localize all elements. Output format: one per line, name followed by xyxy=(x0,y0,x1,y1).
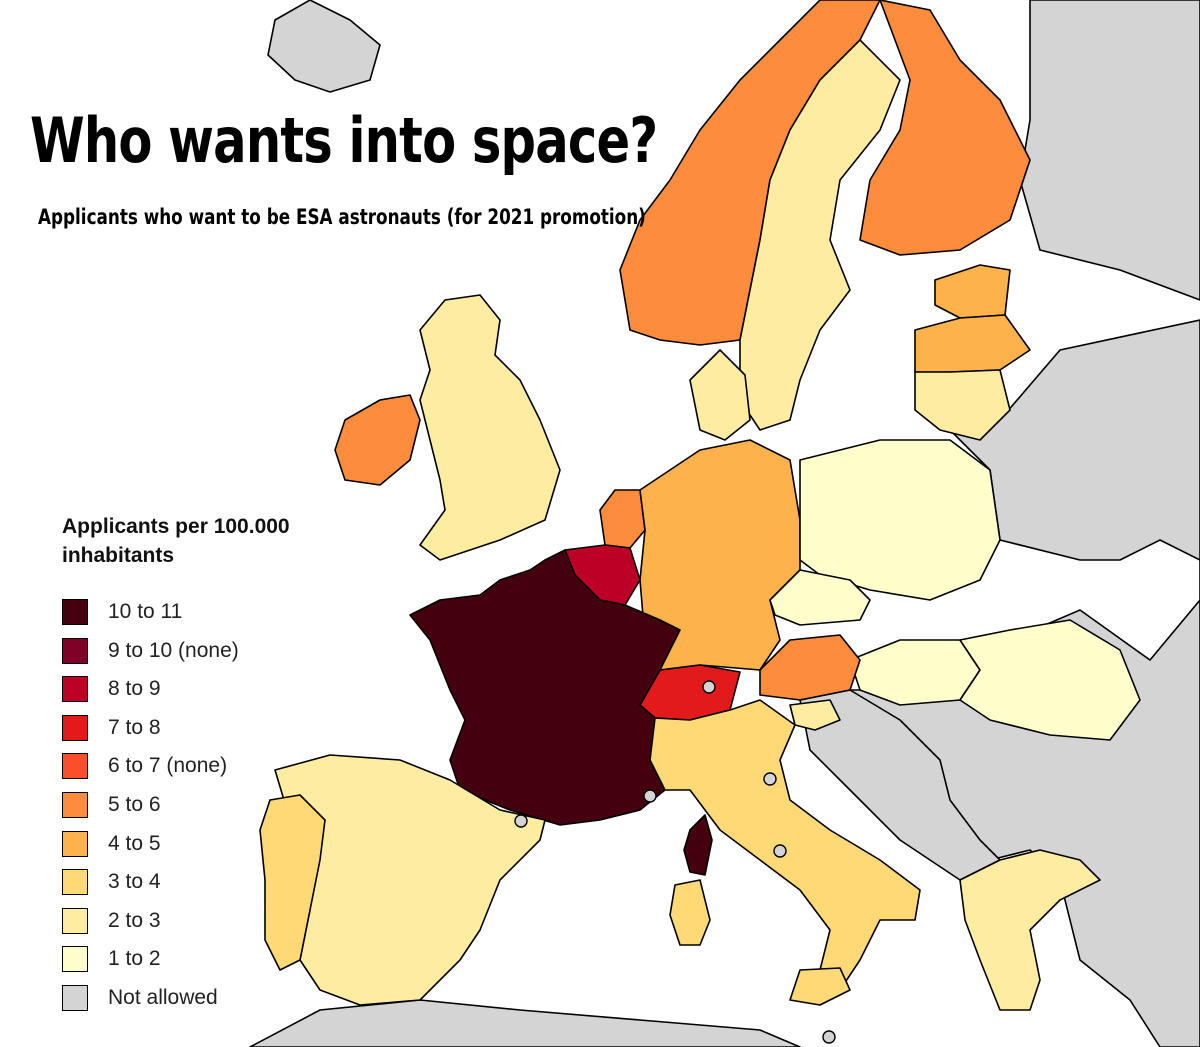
legend-item: 6 to 7 (none) xyxy=(62,753,239,793)
region-iceland xyxy=(267,0,381,93)
region-sardinia xyxy=(669,879,711,946)
region-latvia xyxy=(914,314,1031,373)
legend-label: 1 to 2 xyxy=(108,947,161,971)
legend-label: 3 to 4 xyxy=(108,870,161,894)
legend-label: 2 to 3 xyxy=(108,908,161,932)
legend-title: Applicants per 100.000 inhabitants xyxy=(62,515,290,567)
marker-malta xyxy=(822,1030,836,1044)
region-austria xyxy=(759,634,861,701)
legend-swatch xyxy=(62,946,88,973)
region-ireland xyxy=(334,394,421,486)
legend-item: 2 to 3 xyxy=(62,907,239,948)
legend-swatch xyxy=(62,984,88,1011)
region-corsica xyxy=(683,814,713,876)
map-subtitle: Applicants who want to be ESA astronauts… xyxy=(38,205,646,229)
marker-ancona xyxy=(763,772,777,786)
region-portugal xyxy=(259,794,326,971)
legend-swatch xyxy=(62,753,88,780)
region-france xyxy=(409,549,681,826)
region-germany xyxy=(639,439,801,671)
legend-swatch xyxy=(62,869,88,896)
legend-label: 7 to 8 xyxy=(108,715,161,739)
legend-swatch xyxy=(62,830,88,857)
region-czechia xyxy=(769,569,871,626)
legend-swatch xyxy=(62,676,88,703)
legend: Applicants per 100.000 inhabitants 10 to… xyxy=(62,512,362,1011)
legend-item: 4 to 5 xyxy=(62,830,239,871)
legend-item: 9 to 10 (none) xyxy=(62,637,239,678)
legend-item: 8 to 9 xyxy=(62,676,239,716)
region-north-africa xyxy=(249,999,801,1047)
region-estonia xyxy=(934,264,1011,319)
legend-list: 10 to 11 9 to 10 (none) 8 to 9 7 to 8 6 … xyxy=(62,599,239,1025)
legend-swatch xyxy=(62,599,88,625)
legend-label: 8 to 9 xyxy=(108,677,161,701)
region-sweden xyxy=(739,39,901,431)
legend-swatch xyxy=(62,791,88,818)
legend-swatch xyxy=(62,907,88,934)
legend-item: 10 to 11 xyxy=(62,599,239,639)
legend-item: Not allowed xyxy=(62,984,239,1025)
legend-swatch xyxy=(62,637,88,664)
legend-item: 5 to 6 xyxy=(62,791,239,832)
marker-zurich xyxy=(702,680,716,694)
legend-item: 1 to 2 xyxy=(62,946,239,986)
marker-nice xyxy=(643,789,657,803)
region-romania xyxy=(959,619,1141,741)
region-denmark xyxy=(689,349,751,441)
legend-item: 3 to 4 xyxy=(62,869,239,909)
legend-label: 5 to 6 xyxy=(108,792,161,816)
region-poland xyxy=(799,439,1001,601)
region-lithuania xyxy=(914,369,1011,441)
region-greece xyxy=(959,849,1101,1011)
legend-label: 10 to 11 xyxy=(108,600,183,623)
region-uk xyxy=(419,294,561,561)
legend-label: Not allowed xyxy=(108,985,218,1009)
marker-rome xyxy=(773,844,787,858)
region-italy xyxy=(649,699,921,991)
legend-item: 7 to 8 xyxy=(62,714,239,755)
legend-label: 4 to 5 xyxy=(108,831,161,855)
region-netherlands xyxy=(599,489,646,549)
legend-label: 6 to 7 (none) xyxy=(108,754,228,778)
region-slovenia xyxy=(789,699,841,731)
legend-swatch xyxy=(62,714,88,741)
region-sicily xyxy=(789,967,851,1006)
region-not-allowed-russia-north xyxy=(1019,0,1200,301)
map-title: Who wants into space? xyxy=(30,104,658,177)
region-finland xyxy=(859,0,1031,256)
marker-toulouse xyxy=(514,814,528,828)
legend-label: 9 to 10 (none) xyxy=(108,638,239,662)
